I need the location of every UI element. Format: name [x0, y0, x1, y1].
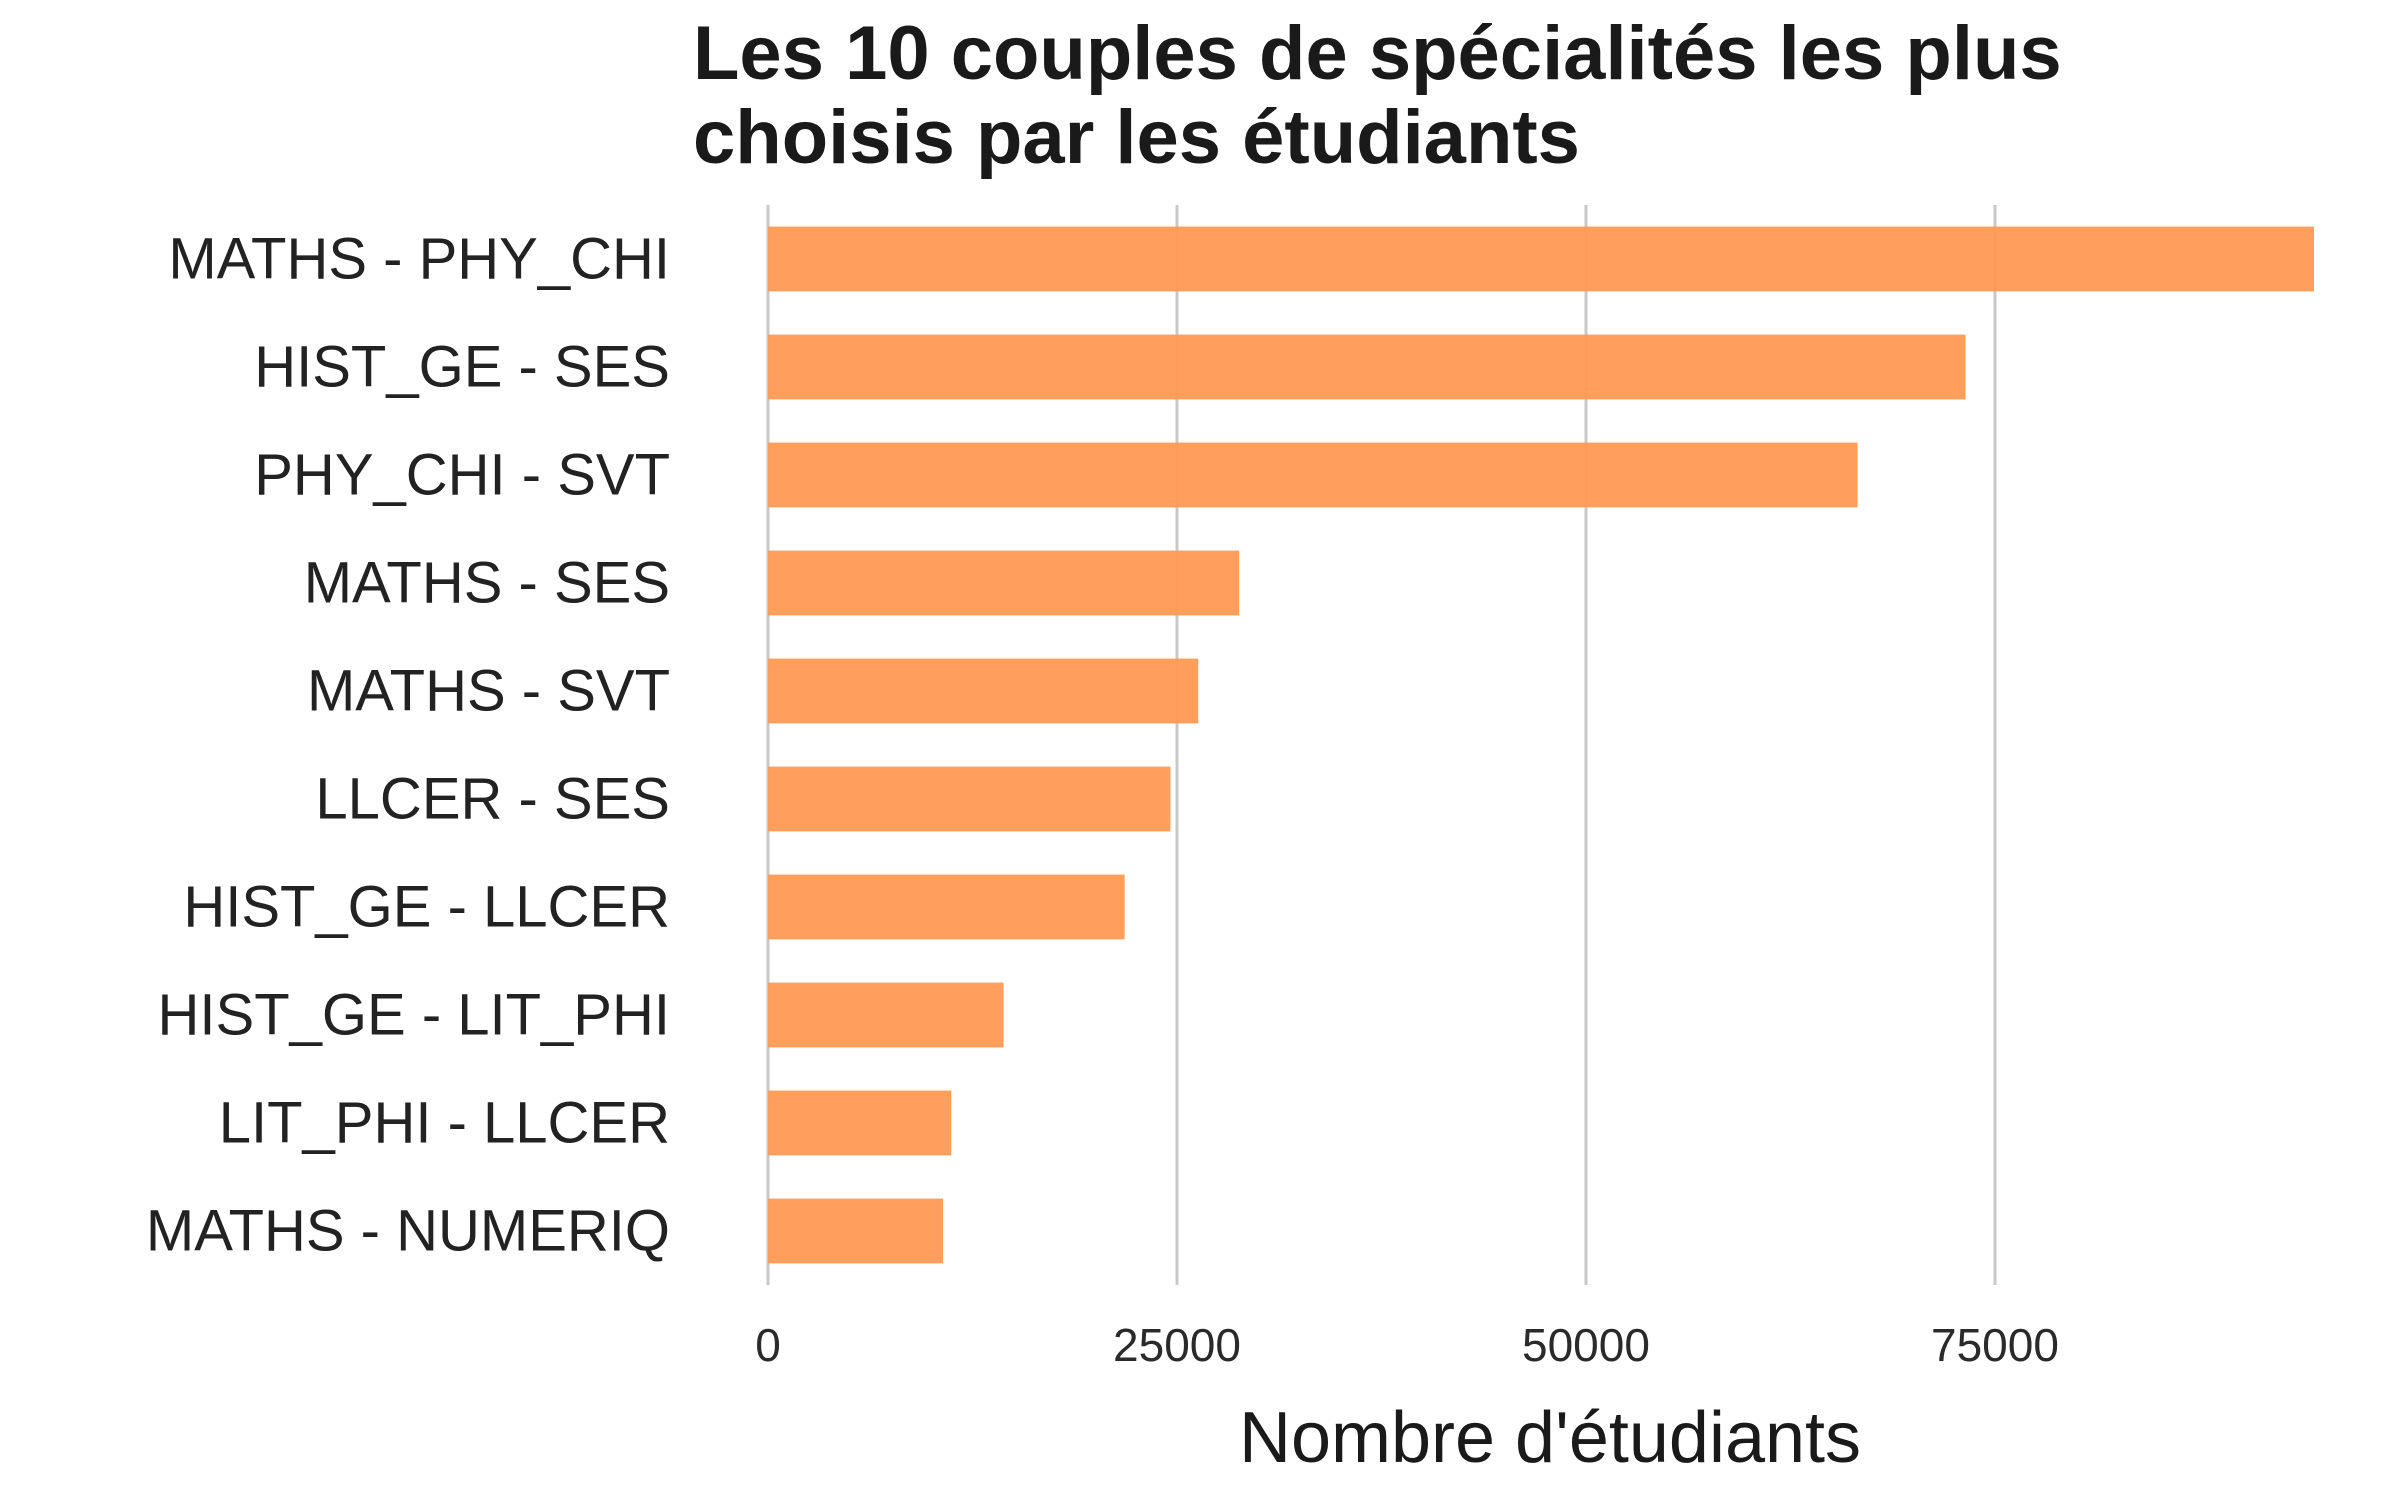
- category-label: MATHS - PHY_CHI: [168, 227, 670, 292]
- bar-maths-numeriq: [768, 1198, 944, 1264]
- category-label: MATHS - SES: [304, 551, 670, 616]
- bar-hist-ge-lit-phi: [768, 982, 1004, 1048]
- x-tick-label: 0: [755, 1319, 781, 1371]
- bars: [768, 226, 2314, 1264]
- category-label: LIT_PHI - LLCER: [219, 1091, 670, 1156]
- category-label: HIST_GE - LLCER: [183, 875, 670, 940]
- x-tick-label: 75000: [1931, 1319, 2059, 1371]
- x-tick-label: 25000: [1113, 1319, 1241, 1371]
- bar-maths-svt: [768, 658, 1199, 724]
- bar-hist-ge-llcer: [768, 874, 1125, 940]
- bar-maths-phy-chi: [768, 226, 2314, 292]
- category-label: HIST_GE - LIT_PHI: [158, 983, 670, 1048]
- category-label: HIST_GE - SES: [254, 335, 670, 400]
- bar-llcer-ses: [768, 766, 1171, 832]
- bar-maths-ses: [768, 550, 1240, 616]
- category-label: MATHS - SVT: [307, 659, 670, 724]
- x-tick-label: 50000: [1522, 1319, 1650, 1371]
- x-axis-label: Nombre d'étudiants: [1239, 1398, 1861, 1478]
- category-label: LLCER - SES: [315, 767, 670, 832]
- bar-phy-chi-svt: [768, 442, 1858, 508]
- x-tick-labels: 0 25000 50000 75000: [755, 1319, 2059, 1371]
- bar-lit-phi-llcer: [768, 1090, 952, 1156]
- bar-hist-ge-ses: [768, 334, 1966, 400]
- category-labels: MATHS - PHY_CHI HIST_GE - SES PHY_CHI - SV…: [146, 227, 670, 1264]
- chart-title: Les 10 couples de spécialités les plus c…: [693, 11, 2062, 180]
- category-label: MATHS - NUMERIQ: [146, 1199, 670, 1264]
- category-label: PHY_CHI - SVT: [254, 443, 670, 508]
